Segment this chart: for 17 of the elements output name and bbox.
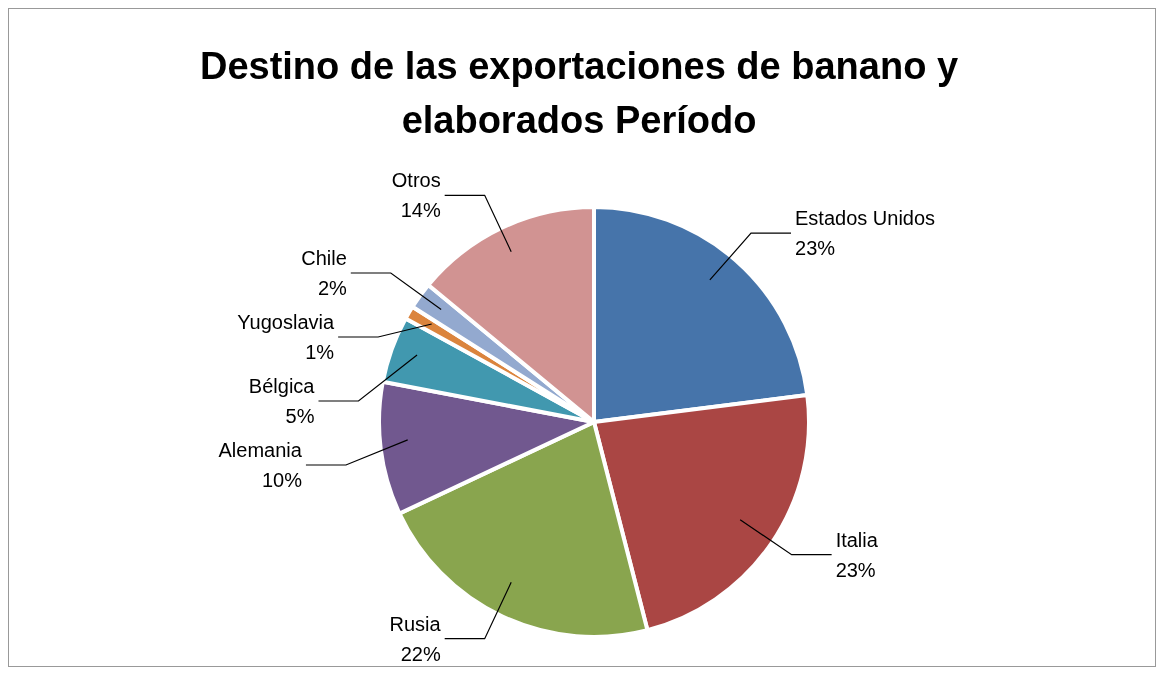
data-label: 5%	[285, 404, 315, 427]
data-label: 2%	[317, 276, 348, 299]
slice-label: Italia	[835, 528, 879, 551]
slice-label: Rusia	[389, 612, 442, 635]
slice-label: Otros	[391, 169, 441, 192]
slice-label: Bélgica	[248, 374, 316, 397]
data-label: 23%	[835, 558, 876, 581]
slice-label: Yugoslavia	[237, 310, 335, 333]
slice-label: Estados Unidos	[795, 207, 936, 230]
data-label: 14%	[400, 199, 441, 222]
chart-title: Destino de las exportaciones de banano y elaborados Período	[198, 44, 960, 143]
data-label: 1%	[305, 340, 335, 363]
slice-label: Alemania	[218, 438, 303, 461]
data-label: 22%	[400, 642, 441, 665]
data-label: 10%	[261, 468, 303, 491]
slice-label: Chile	[301, 246, 347, 269]
data-label: 23%	[795, 237, 836, 260]
